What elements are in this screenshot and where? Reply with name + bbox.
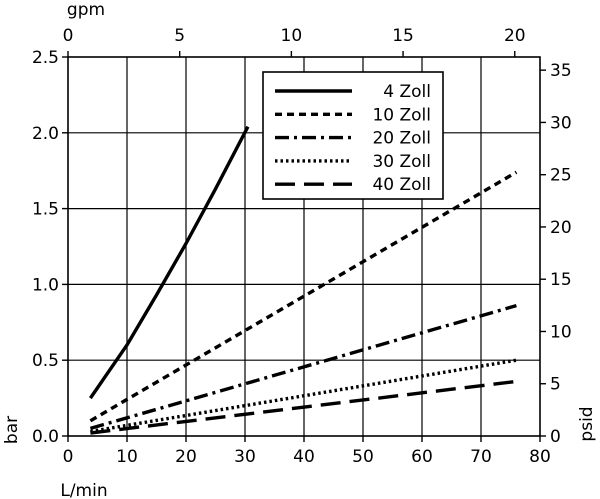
y-left-tick-label: 1.0: [32, 275, 59, 295]
legend-box: [262, 71, 444, 200]
x-bottom-tick-label: 80: [529, 447, 551, 467]
y-right-tick-label: 15: [550, 270, 572, 290]
y-left-axis-label: bar: [2, 416, 22, 444]
y-left-tick-label: 1.5: [32, 200, 59, 220]
y-left-tick-label: 0.0: [32, 427, 59, 447]
x-bottom-tick-label: 60: [411, 447, 433, 467]
legend: 4 Zoll 10 Zoll 20 Zoll 30 Zoll 40 Zoll: [262, 71, 444, 200]
x-bottom-tick-label: 40: [293, 447, 315, 467]
series-line: [90, 379, 517, 435]
x-bottom-tick-label: 0: [63, 447, 74, 467]
y-right-tick-label: 35: [550, 61, 572, 81]
x-top-tick-label: 15: [392, 26, 414, 46]
y-left-tick-label: 0.5: [32, 351, 59, 371]
y-right-tick-label: 20: [550, 218, 572, 238]
x-top-tick-label: 0: [63, 26, 74, 46]
x-top-tick-label: 20: [504, 26, 526, 46]
plot-frame: [67, 56, 541, 437]
y-right-tick-label: 5: [550, 375, 561, 395]
y-right-tick-label: 10: [550, 322, 572, 342]
y-right-axis-label: psid: [577, 406, 597, 441]
x-bottom-tick-label: 20: [175, 447, 197, 467]
x-bottom-tick-label: 10: [116, 447, 138, 467]
series-line: [89, 125, 250, 400]
x-bottom-tick-label: 30: [234, 447, 256, 467]
legend-label: 30 Zoll: [372, 152, 431, 172]
series-line: [90, 358, 517, 434]
x-bottom-tick-label: 70: [470, 447, 492, 467]
series-lines: [89, 125, 518, 435]
legend-label: 4 Zoll: [383, 82, 431, 102]
y-left-tick-label: 2.0: [32, 124, 59, 144]
ticks: 0 10 20 30 40 50 60 70 800.00.51.01.52.02.50 5 10 1…: [32, 26, 572, 467]
legend-label: 40 Zoll: [372, 175, 431, 195]
y-left-tick-label: 2.5: [32, 48, 59, 68]
y-right-tick-label: 0: [550, 427, 561, 447]
series-line: [89, 303, 517, 431]
x-bottom-tick-label: 50: [352, 447, 374, 467]
y-right-tick-label: 30: [550, 113, 572, 133]
x-top-tick-label: 5: [174, 26, 185, 46]
x-top-axis-label: gpm: [67, 0, 105, 20]
x-bottom-axis-label: L/min: [60, 481, 107, 499]
series-line: [89, 170, 518, 423]
y-right-tick-label: 25: [550, 166, 572, 186]
legend-label: 20 Zoll: [372, 129, 431, 149]
x-top-tick-label: 10: [281, 26, 303, 46]
legend-label: 10 Zoll: [372, 105, 431, 125]
